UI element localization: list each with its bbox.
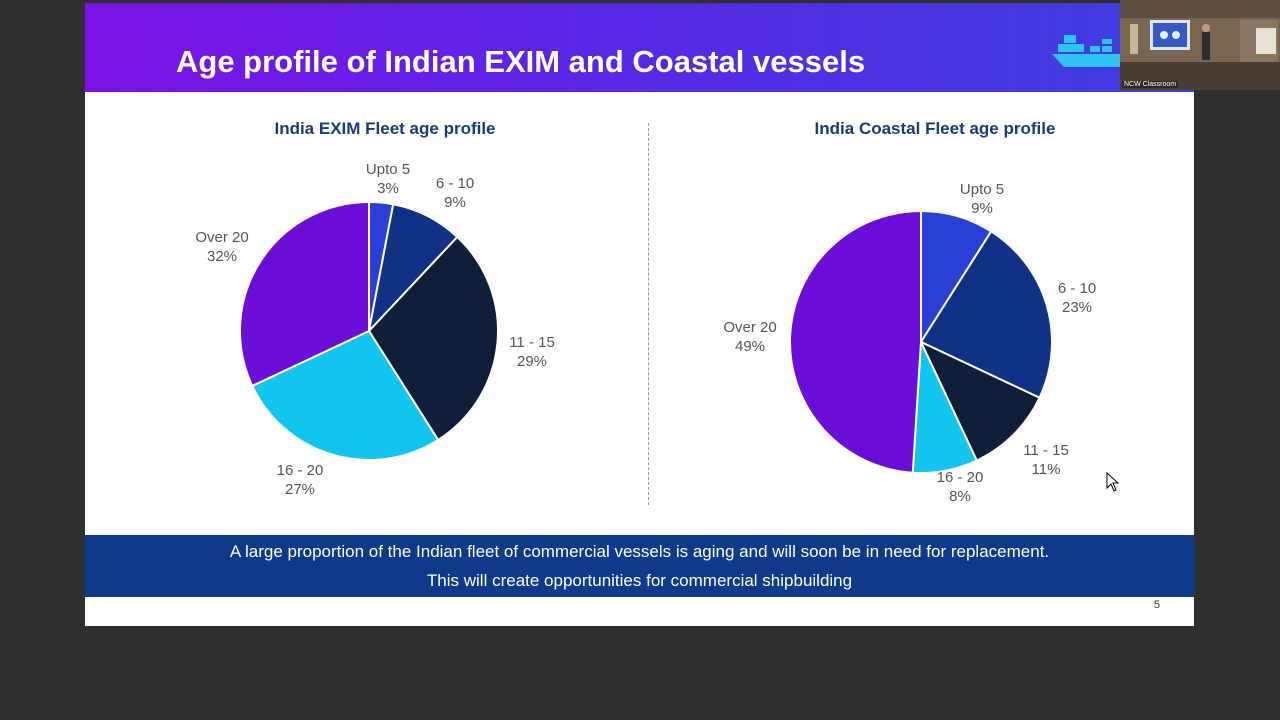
exim-pie-chart <box>239 200 499 461</box>
pie-category-label: 16 - 20 <box>276 462 324 479</box>
pie-value-label: 3% <box>377 180 399 197</box>
pie-category-label: 6 - 10 <box>435 175 475 192</box>
coastal-pie-chart <box>788 209 1053 474</box>
ship-icon <box>1052 35 1120 67</box>
webcam-thumbnail[interactable]: NCW Classroom <box>1120 0 1280 90</box>
banner-line-2: This will create opportunities for comme… <box>426 571 853 590</box>
pie-category-label: 11 - 15 <box>1023 442 1069 459</box>
pie-category-label: Upto 5 <box>365 161 411 178</box>
pie-value-label: 27% <box>284 481 316 498</box>
pie-data-label: 16 - 20 27% <box>277 461 324 499</box>
pie-data-label: 16 - 20 8% <box>937 468 984 506</box>
pie-data-label: 6 - 10 9% <box>436 174 474 212</box>
presentation-slide: Age profile of Indian EXIM and Coastal v… <box>85 3 1194 626</box>
pie-slice-over-20 <box>788 209 922 474</box>
pie-value-label: 9% <box>444 194 466 211</box>
pie-data-label: Upto 5 3% <box>366 160 410 198</box>
exim-chart-title: India EXIM Fleet age profile <box>274 119 496 138</box>
pie-data-label: Over 20 32% <box>195 228 248 266</box>
pie-slice-11-15 <box>918 339 1041 462</box>
pie-value-label: 11% <box>1031 461 1061 478</box>
pie-data-label: Over 20 49% <box>723 318 776 356</box>
pie-data-label: 11 - 15 29% <box>509 333 555 371</box>
banner-line-1: A large proportion of the Indian fleet o… <box>229 542 1050 561</box>
pie-category-label: Upto 5 <box>959 181 1005 198</box>
classroom-video-frame <box>1120 0 1280 90</box>
pie-value-label: 29% <box>516 353 548 370</box>
pie-value-label: 8% <box>949 488 971 505</box>
pie-category-label: Over 20 <box>723 319 777 336</box>
pie-slice-16-20 <box>250 329 440 461</box>
page-number: 5 <box>1153 599 1160 611</box>
pie-data-label: 11 - 15 11% <box>1023 441 1069 479</box>
slide-title: Age profile of Indian EXIM and Coastal v… <box>176 44 866 79</box>
pie-value-label: 32% <box>206 248 238 265</box>
pie-value-label: 23% <box>1061 299 1093 316</box>
mouse-cursor-icon <box>1106 472 1120 492</box>
pie-value-label: 9% <box>971 200 993 217</box>
webcam-label: NCW Classroom <box>1122 81 1179 88</box>
pie-value-label: 49% <box>734 338 766 355</box>
slide-header: Age profile of Indian EXIM and Coastal v… <box>85 3 1194 92</box>
pie-slice-11-15 <box>367 235 499 442</box>
pie-data-label: 6 - 10 23% <box>1058 279 1096 317</box>
pie-category-label: Over 20 <box>195 229 249 246</box>
conclusion-banner: A large proportion of the Indian fleet o… <box>85 535 1194 597</box>
coastal-chart-title: India Coastal Fleet age profile <box>814 119 1056 138</box>
pie-category-label: 16 - 20 <box>936 469 984 486</box>
pie-category-label: 11 - 15 <box>509 334 555 351</box>
pie-data-label: Upto 5 9% <box>960 180 1004 218</box>
chart-divider <box>648 123 649 505</box>
pie-slice-6-10 <box>919 230 1053 400</box>
pie-slice-over-20 <box>239 200 370 388</box>
pie-category-label: 6 - 10 <box>1057 280 1097 297</box>
